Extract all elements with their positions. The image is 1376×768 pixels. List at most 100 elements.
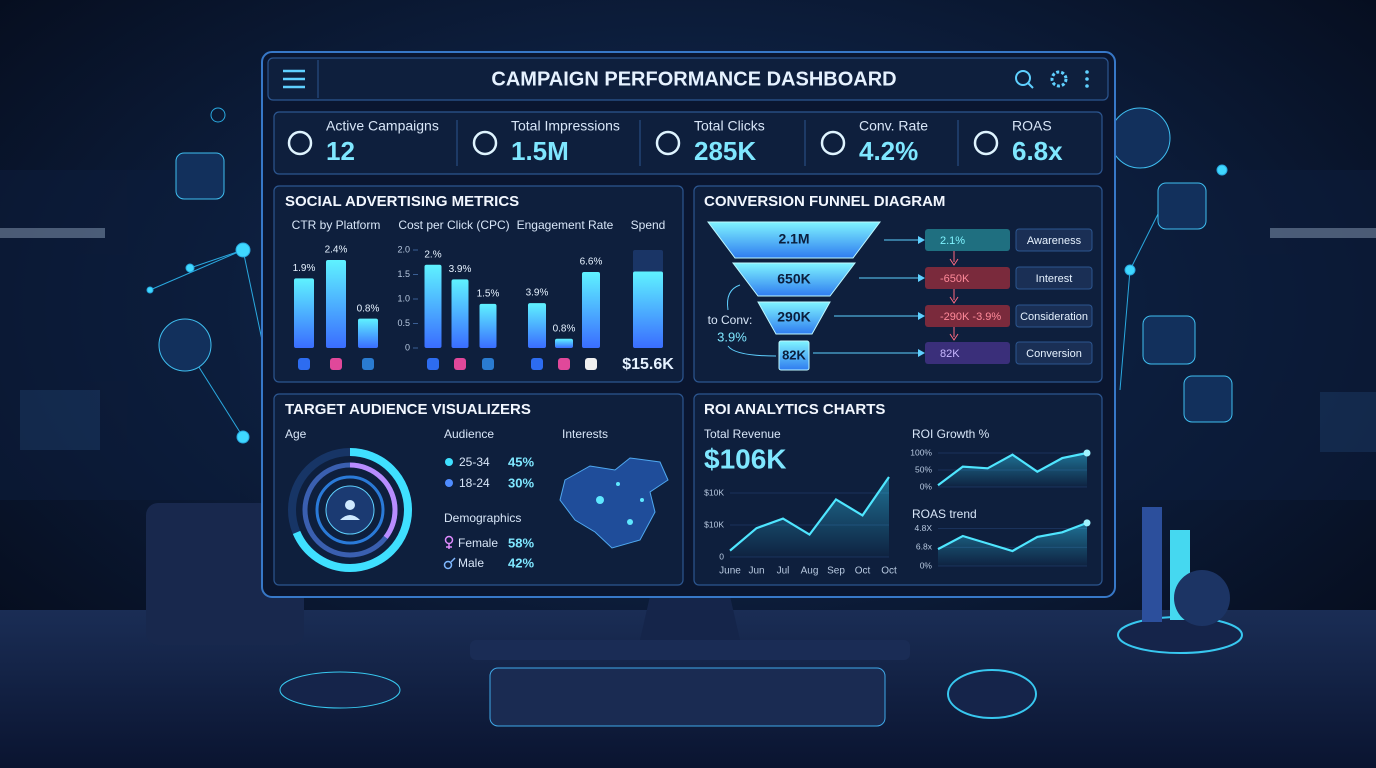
- data-label: 6.6%: [580, 257, 603, 268]
- age-donut: [288, 448, 412, 572]
- settings-icon[interactable]: [1050, 70, 1068, 88]
- y-tick-label: 1.5: [397, 269, 410, 279]
- audience-label: 18-24: [459, 476, 490, 490]
- line: [937, 451, 1088, 487]
- platform-icon: [454, 358, 466, 370]
- panel-title: TARGET AUDIENCE VISUALIZERS: [285, 401, 531, 418]
- bar: [555, 338, 573, 348]
- chart-title: Engagement Rate: [517, 218, 614, 232]
- y-tick-label: 50%: [915, 464, 932, 474]
- stage-tag: [925, 229, 1010, 251]
- kpi-value: 1.5M: [511, 136, 569, 166]
- x-tick-label: Sep: [827, 566, 845, 577]
- line: [937, 521, 1088, 553]
- stage-name: Awareness: [1027, 235, 1082, 247]
- y-tick-label: 0.5: [397, 318, 410, 328]
- stage-name: Interest: [1036, 273, 1073, 285]
- stage-tag-text: 2.1%: [940, 235, 965, 247]
- kpi-icon: [973, 130, 999, 156]
- line: [729, 476, 890, 552]
- down-arrow: [949, 327, 959, 341]
- kpi-icon: [655, 130, 681, 156]
- more-icon[interactable]: [1085, 70, 1089, 88]
- funnel-value: 290K: [777, 309, 810, 325]
- stage-tag-text: -650K: [940, 273, 970, 285]
- keyboard: [489, 667, 886, 727]
- platform-icon: [531, 358, 543, 370]
- y-tick-label: 2.0: [397, 244, 410, 254]
- bar: [633, 271, 663, 348]
- demographic-label: Male: [458, 556, 484, 570]
- label: Interests: [562, 427, 608, 441]
- kpi-group: Active Campaigns 12 Total Impressions 1.5M T…: [287, 118, 1063, 166]
- platform-icon: [482, 358, 494, 370]
- dashboard-title: CAMPAIGN PERFORMANCE DASHBOARD: [491, 68, 896, 90]
- kpi-label: Total Clicks: [694, 118, 765, 134]
- audience-label: 25-34: [459, 455, 490, 469]
- kpi-value: 6.8x: [1012, 136, 1063, 166]
- kpi-label: Active Campaigns: [326, 118, 439, 134]
- platform-icon: [558, 358, 570, 370]
- funnel-note-value: 3.9%: [717, 329, 747, 344]
- legend-dot: [445, 458, 453, 466]
- stage-box: [1015, 266, 1093, 290]
- stage-name: Conversion: [1026, 348, 1082, 360]
- revenue-total: $106K: [704, 443, 787, 474]
- platform-icon: [330, 358, 342, 370]
- arrow-head: [918, 349, 925, 357]
- kpi-value: 4.2%: [859, 136, 918, 166]
- stage-box: [1015, 304, 1093, 328]
- funnel-value: 2.1M: [778, 231, 809, 247]
- arrow-head: [918, 274, 925, 282]
- chart-title: ROAS trend: [912, 507, 977, 521]
- panel: [273, 393, 684, 586]
- label: Demographics: [444, 511, 521, 525]
- arrow-head: [918, 236, 925, 244]
- header-bar: [267, 57, 1109, 101]
- stage-tag: [925, 305, 1010, 327]
- x-tick-label: Oct: [881, 566, 897, 577]
- label: Audience: [444, 427, 494, 441]
- chart-title: Cost per Click (CPC): [398, 218, 509, 232]
- end-dot: [1083, 519, 1091, 527]
- audience-share: 45%: [508, 454, 534, 469]
- label: Age: [285, 427, 307, 441]
- monitor-stand: [640, 596, 740, 640]
- panel-title: CONVERSION FUNNEL DIAGRAM: [704, 193, 945, 210]
- panel-title: SOCIAL ADVERTISING METRICS: [285, 193, 519, 210]
- mouse: [947, 669, 1037, 719]
- data-label: 2.%: [424, 249, 441, 260]
- area: [938, 453, 1087, 487]
- data-label: 3.9%: [526, 288, 549, 299]
- platform-icon: [362, 358, 374, 370]
- funnel-rows: 2.1% Awareness -650K Interest -290K -3.9% Con…: [813, 228, 1093, 365]
- kpi-icon: [287, 130, 313, 156]
- money-bag: [1174, 570, 1230, 626]
- y-tick-label: 6.8x: [916, 542, 933, 552]
- stage-tag-text: 82K: [940, 348, 960, 360]
- y-tick-label: 0: [719, 551, 724, 561]
- kpi-icon: [472, 130, 498, 156]
- funnel-note: to Conv:: [708, 313, 753, 327]
- menu-icon[interactable]: [283, 69, 305, 89]
- bar: [582, 272, 600, 348]
- bar: [358, 318, 378, 348]
- search-icon[interactable]: [1015, 70, 1034, 89]
- down-arrow: [949, 251, 959, 266]
- funnel: [707, 221, 881, 371]
- chart-title: Spend: [631, 218, 666, 232]
- platform-icon: [298, 358, 310, 370]
- chart-title: CTR by Platform: [292, 218, 381, 232]
- legend-dot: [445, 479, 453, 487]
- area: [730, 477, 889, 557]
- kpi-value: 12: [326, 136, 355, 166]
- deco-bar: [1142, 507, 1162, 622]
- end-dot: [1083, 449, 1091, 457]
- bar: [479, 303, 497, 348]
- stage-name: Consideration: [1020, 311, 1088, 323]
- area: [938, 522, 1087, 566]
- data-label: 3.9%: [449, 264, 472, 275]
- kpi-row: [273, 111, 1103, 175]
- y-tick-label: $10K: [704, 519, 724, 529]
- chart-title: ROI Growth %: [912, 427, 990, 441]
